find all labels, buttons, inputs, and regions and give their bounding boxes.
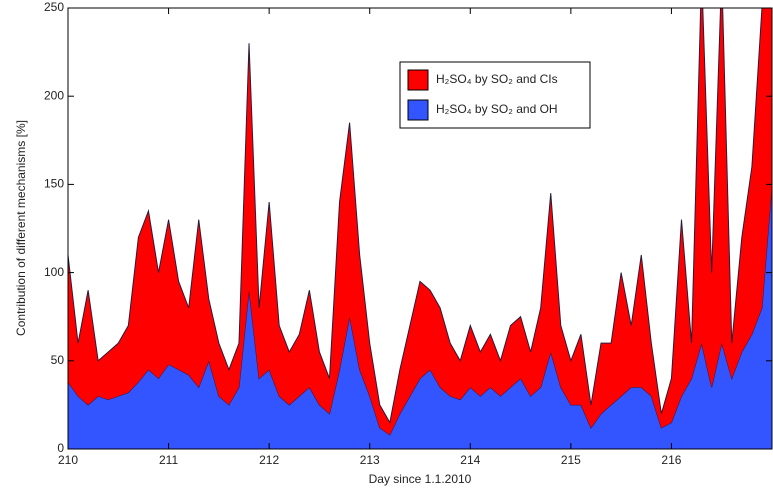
y-axis-label: Contribution of different mechanisms [%] — [14, 120, 28, 336]
legend-box — [399, 61, 591, 129]
y-tick-label: 50 — [51, 353, 65, 367]
x-tick-label: 211 — [159, 453, 178, 467]
area-outline — [68, 8, 763, 424]
legend-swatch — [407, 99, 429, 121]
x-tick-label: 212 — [259, 453, 279, 467]
y-tick-label: 200 — [44, 88, 64, 102]
legend-label: H₂SO₄ by SO₂ and CIs — [436, 72, 558, 86]
y-tick-label: 0 — [57, 441, 64, 455]
y-tick-label: 100 — [44, 265, 64, 279]
legend-label: H₂SO₄ by SO₂ and OH — [436, 102, 558, 116]
x-tick-label: 214 — [460, 453, 480, 467]
x-tick-label: 213 — [360, 453, 380, 467]
plot-area — [68, 8, 772, 449]
y-tick-label: 150 — [44, 177, 64, 191]
x-tick-label: 216 — [661, 453, 681, 467]
legend-swatch — [407, 69, 429, 91]
x-tick-label: 215 — [561, 453, 581, 467]
area — [68, 8, 772, 435]
x-tick-label: 210 — [58, 453, 78, 467]
area — [68, 184, 772, 449]
x-axis-label: Day since 1.1.2010 — [369, 472, 472, 486]
axes-frame — [67, 7, 773, 450]
y-tick-label: 250 — [44, 0, 64, 14]
